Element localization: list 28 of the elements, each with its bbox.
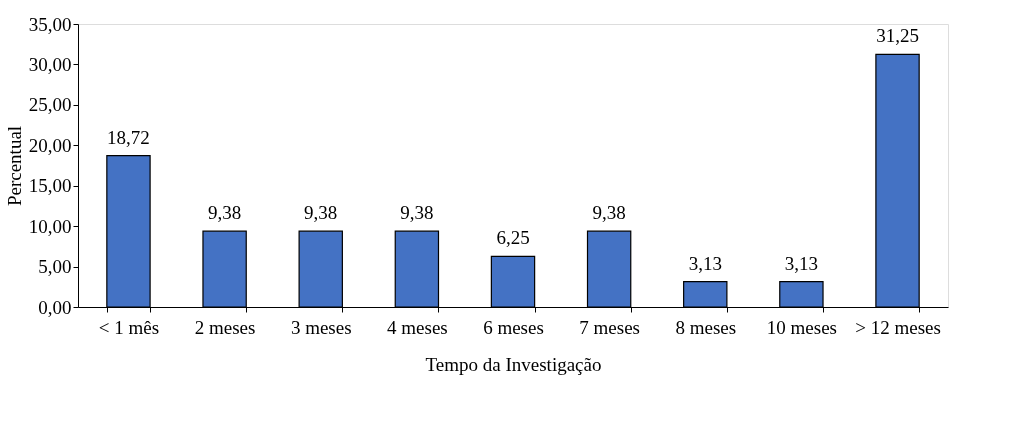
x-axis-title: Tempo da Investigação	[425, 353, 602, 375]
y-axis-title: Percentual	[3, 125, 25, 207]
x-tick-label: 10 meses	[766, 316, 837, 338]
data-label: 9,38	[400, 202, 434, 224]
x-tick-label: 3 meses	[290, 316, 352, 338]
data-label: 31,25	[876, 25, 919, 47]
data-label: 9,38	[592, 202, 626, 224]
y-tick-label: 0,00	[38, 296, 72, 318]
y-tick-label: 15,00	[28, 175, 72, 197]
data-label: 9,38	[304, 202, 338, 224]
y-tick-label: 35,00	[28, 13, 72, 35]
x-tick-label: 8 meses	[675, 316, 737, 338]
x-tick-label: < 1 mês	[98, 316, 160, 338]
data-label: 3,13	[784, 252, 819, 274]
y-tick-label: 25,00	[28, 94, 72, 116]
y-tick-label: 5,00	[38, 256, 72, 278]
x-tick-label: 7 meses	[579, 316, 640, 338]
x-tick-label: 4 meses	[387, 316, 448, 338]
x-tick-label: > 12 meses	[855, 316, 941, 338]
y-tick-label: 10,00	[28, 215, 72, 237]
x-tick-label: 6 meses	[483, 316, 544, 338]
y-tick-label: 20,00	[28, 134, 72, 156]
y-tick-label: 30,00	[28, 53, 72, 75]
data-label: 18,72	[107, 126, 150, 148]
data-label: 6,25	[496, 227, 530, 249]
x-tick-label: 2 meses	[194, 316, 256, 338]
data-label: 9,38	[207, 202, 242, 224]
data-label: 3,13	[688, 252, 722, 274]
